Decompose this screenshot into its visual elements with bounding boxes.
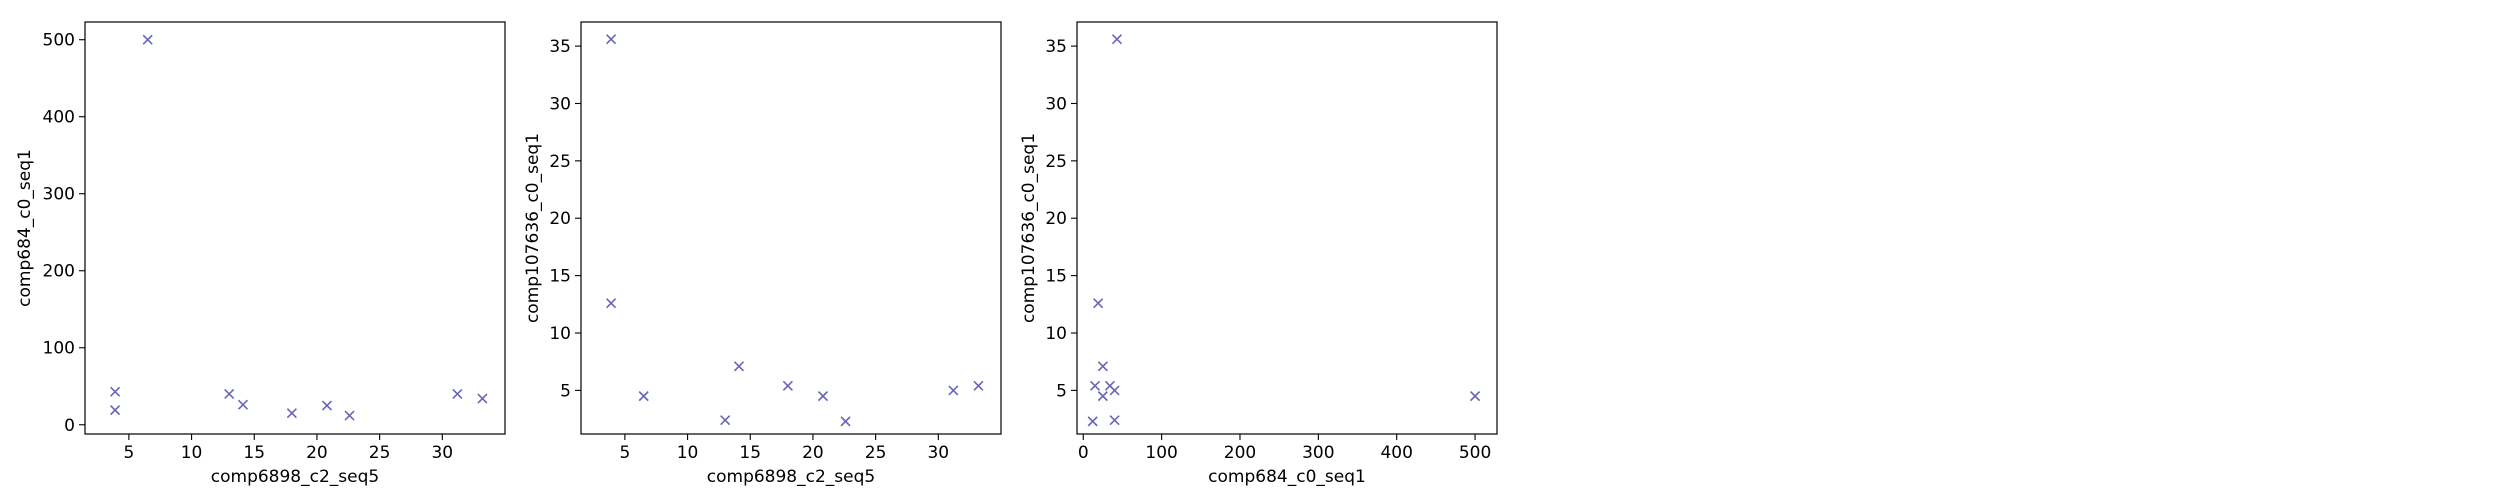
scatter-point bbox=[1109, 415, 1120, 426]
y-tick-label: 400 bbox=[43, 108, 75, 128]
x-tick-label: 10 bbox=[677, 443, 699, 463]
scatter-point bbox=[1087, 416, 1098, 427]
x-tick-label: 100 bbox=[1145, 443, 1177, 463]
x-tick-label: 5 bbox=[619, 443, 630, 463]
x-tick-label: 30 bbox=[431, 443, 453, 463]
scatter-point bbox=[1111, 34, 1123, 45]
scatter-point bbox=[237, 399, 249, 410]
scatter-panel-1: 5 10 15 20 25 300100200300400500comp6898_c2_s… bbox=[15, 21, 506, 487]
scatter-point bbox=[782, 380, 793, 391]
y-tick-label: 35 bbox=[1045, 37, 1067, 57]
y-tick-label: 30 bbox=[549, 94, 571, 114]
y-tick-label: 100 bbox=[43, 339, 75, 359]
scatter-point bbox=[973, 380, 984, 391]
scatter-point bbox=[606, 34, 617, 45]
y-tick-label: 5 bbox=[1056, 381, 1067, 401]
scatter-point bbox=[477, 393, 488, 404]
scatter-point bbox=[1097, 361, 1108, 372]
scatter-point bbox=[452, 388, 463, 400]
scatter-point bbox=[110, 386, 121, 397]
scatter-point bbox=[344, 410, 355, 421]
scatter-point bbox=[1089, 380, 1101, 391]
scatter-point bbox=[1469, 391, 1481, 402]
y-axis-title: comp684_c0_seq1 bbox=[15, 149, 35, 307]
axes-frame bbox=[580, 21, 1002, 435]
x-axis-title: comp684_c0_seq1 bbox=[1208, 467, 1366, 487]
x-tick-label: 200 bbox=[1224, 443, 1256, 463]
y-tick-label: 200 bbox=[43, 262, 75, 282]
scatter-point bbox=[948, 385, 959, 396]
y-tick-label: 300 bbox=[43, 185, 75, 205]
scatter-point bbox=[1109, 385, 1120, 396]
x-tick-label: 5 bbox=[123, 443, 134, 463]
scatter-point bbox=[1093, 298, 1104, 309]
scatter-point bbox=[110, 405, 121, 416]
y-tick-label: 10 bbox=[1045, 324, 1067, 344]
scatter-point bbox=[638, 391, 649, 402]
scatter-point bbox=[224, 388, 235, 400]
scatter-point bbox=[720, 415, 731, 426]
scatter-point bbox=[840, 416, 851, 427]
scatter-panel-3: 0 100 200 300 400 500 5 10 15 20 25 30 35 comp684_c0_… bbox=[1019, 21, 1498, 487]
y-tick-label: 20 bbox=[1045, 209, 1067, 229]
y-axis-title: comp107636_c0_seq1 bbox=[523, 133, 543, 323]
y-tick-label: 30 bbox=[1045, 94, 1067, 114]
x-tick-label: 25 bbox=[369, 443, 391, 463]
x-tick-label: 30 bbox=[927, 443, 949, 463]
y-tick-label: 500 bbox=[43, 31, 75, 51]
y-tick-label: 25 bbox=[549, 152, 571, 172]
y-tick-label: 15 bbox=[549, 267, 571, 287]
x-tick-label: 20 bbox=[802, 443, 824, 463]
x-tick-label: 15 bbox=[739, 443, 761, 463]
x-tick-label: 500 bbox=[1459, 443, 1491, 463]
x-tick-label: 400 bbox=[1380, 443, 1412, 463]
x-tick-label: 25 bbox=[865, 443, 887, 463]
x-tick-label: 15 bbox=[243, 443, 265, 463]
scatter-point bbox=[142, 34, 153, 45]
axes-frame bbox=[84, 21, 506, 435]
y-tick-label: 5 bbox=[560, 381, 571, 401]
x-tick-label: 10 bbox=[181, 443, 203, 463]
y-tick-label: 0 bbox=[64, 416, 75, 436]
y-tick-label: 10 bbox=[549, 324, 571, 344]
scatter-point bbox=[817, 391, 829, 402]
scatter-point bbox=[606, 298, 617, 309]
scatter-panel-2: 5 10 15 20 25 30 5 10 15 20 25 30 35 comp6898_c2_seq5… bbox=[523, 21, 1002, 487]
scatter-point bbox=[1097, 391, 1108, 402]
x-tick-label: 20 bbox=[306, 443, 328, 463]
x-axis-title: comp6898_c2_seq5 bbox=[211, 467, 379, 487]
y-tick-label: 25 bbox=[1045, 152, 1067, 172]
scatter-point bbox=[321, 400, 333, 411]
scatter-point bbox=[286, 408, 297, 419]
x-tick-label: 300 bbox=[1302, 443, 1334, 463]
y-tick-label: 20 bbox=[549, 209, 571, 229]
x-tick-label: 0 bbox=[1078, 443, 1089, 463]
y-tick-label: 15 bbox=[1045, 267, 1067, 287]
x-axis-title: comp6898_c2_seq5 bbox=[707, 467, 875, 487]
scatter-point bbox=[733, 361, 745, 372]
axes-frame bbox=[1076, 21, 1498, 435]
y-axis-title: comp107636_c0_seq1 bbox=[1019, 133, 1039, 323]
y-tick-label: 35 bbox=[549, 37, 571, 57]
